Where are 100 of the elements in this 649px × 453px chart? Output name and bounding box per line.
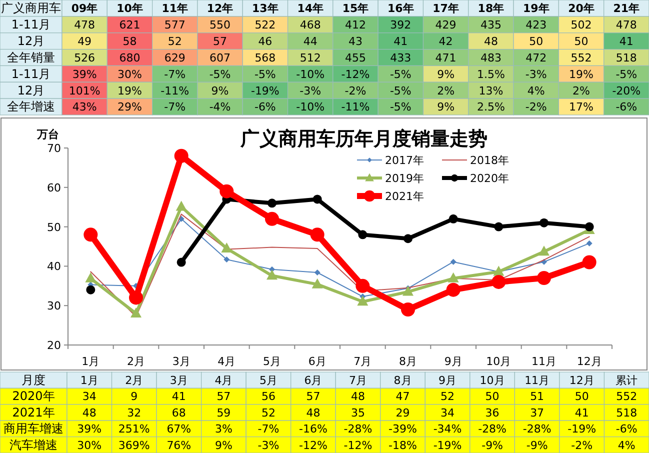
data-label: 39%	[72, 68, 97, 81]
cell: 552	[558, 48, 604, 66]
x-tick-label: 13年	[252, 2, 278, 16]
cell: 621	[106, 16, 153, 34]
data-label: -6%	[616, 100, 638, 114]
cell: 39%	[62, 65, 108, 82]
cell: 433	[378, 48, 424, 66]
data-label: -2%	[525, 100, 547, 114]
cell: 478	[604, 16, 649, 34]
data-label: -12%	[299, 438, 328, 452]
data-label: 412	[345, 18, 366, 32]
cell: -6%	[604, 420, 649, 438]
data-label: 680	[119, 51, 140, 64]
cell: 68	[156, 404, 202, 421]
cell: 4%	[513, 82, 559, 99]
data-label: 2%	[437, 84, 455, 98]
x-tick-label: 9月	[444, 355, 462, 368]
cell: 48	[468, 32, 514, 50]
cell: -39%	[380, 420, 426, 438]
y-tick-label: 12月	[17, 83, 45, 98]
cell: -5%	[378, 65, 424, 82]
y-tick-label: 50	[47, 220, 61, 234]
data-label: 51	[530, 390, 544, 404]
cell: 52	[246, 404, 292, 421]
data-label: 34	[82, 390, 96, 404]
x-tick-label: 18年	[478, 2, 504, 16]
data-label: 76%	[166, 438, 192, 452]
x-tick-label: 8月	[399, 355, 417, 368]
cell: -7%	[246, 420, 292, 438]
cell: 48	[66, 404, 112, 421]
point	[312, 194, 322, 204]
x-tick-label: 09年	[71, 2, 98, 16]
x-tick-label: 15年	[342, 2, 369, 16]
data-label: -12%	[341, 68, 370, 81]
cell: -5%	[378, 98, 424, 116]
x-tick-label: 12年	[206, 2, 234, 16]
y-tick-label: 汽车增速	[10, 438, 58, 452]
data-label: -2%	[571, 438, 593, 452]
data-label: -3%	[525, 68, 547, 81]
x-tick-label: 16年	[388, 2, 414, 16]
cell: 51	[514, 388, 560, 405]
point	[174, 148, 188, 163]
data-label: -34%	[433, 422, 462, 436]
data-label: 4%	[618, 438, 636, 452]
data-label: 433	[390, 51, 412, 64]
data-label: -28%	[478, 422, 507, 436]
cell: -3%	[246, 436, 292, 453]
point	[310, 228, 324, 242]
data-label: 621	[119, 18, 140, 32]
point	[358, 230, 368, 240]
x-tick-label: 11月	[524, 374, 550, 387]
point	[85, 272, 96, 282]
x-tick-label: 9月	[438, 374, 457, 387]
cell: 39%	[66, 420, 112, 438]
data-label: 251%	[118, 422, 150, 436]
x-tick-label: 1月	[82, 355, 100, 368]
data-label: 41	[394, 35, 408, 48]
cell: 41	[156, 388, 202, 405]
y-tick-label: 30	[47, 300, 61, 313]
data-label: 30%	[118, 68, 142, 81]
cell: 9	[111, 388, 157, 405]
cell: 48	[335, 388, 381, 405]
cell: -5%	[604, 65, 649, 82]
y-tick-label: 2020年	[12, 389, 55, 404]
cell: 35	[335, 404, 381, 421]
cell: 512	[287, 48, 334, 66]
cell: 9%	[201, 436, 246, 453]
data-label: 46	[258, 35, 272, 48]
cell: -11%	[152, 82, 198, 99]
cell: -19%	[242, 82, 288, 99]
point	[448, 214, 458, 224]
y-tick-label: 70	[47, 142, 61, 155]
data-label: 57	[216, 390, 231, 404]
data-label: -12%	[344, 438, 372, 452]
x-tick-label: 11年	[162, 2, 188, 16]
data-label: -19%	[568, 422, 596, 436]
data-label: 518	[616, 406, 638, 420]
cell: 41	[559, 404, 605, 421]
data-label: 483	[480, 51, 502, 64]
x-tick-label: 17年	[432, 2, 459, 16]
x-tick-label: 7月	[354, 355, 372, 368]
point	[86, 285, 96, 294]
cell: 19%	[558, 65, 604, 82]
data-label: -10%	[296, 68, 325, 81]
cell: 59	[201, 404, 246, 421]
cell: 50	[559, 388, 605, 405]
cell: 392	[378, 16, 424, 34]
data-label: 29%	[118, 100, 142, 114]
chart-title: 广义商用车历年月度销量走势	[240, 128, 488, 150]
cell: 52	[424, 388, 470, 405]
y-tick-label: 全年增速	[7, 100, 55, 114]
y-tick-label: 商用车增速	[4, 422, 64, 436]
cell: 41	[378, 32, 424, 50]
data-label: 58	[122, 35, 137, 48]
cell: 472	[513, 48, 559, 66]
x-tick-label: 2月	[125, 374, 144, 387]
cell: -9%	[514, 436, 560, 453]
point	[176, 200, 187, 211]
data-label: 9%	[211, 84, 229, 98]
cell: 680	[106, 48, 153, 66]
